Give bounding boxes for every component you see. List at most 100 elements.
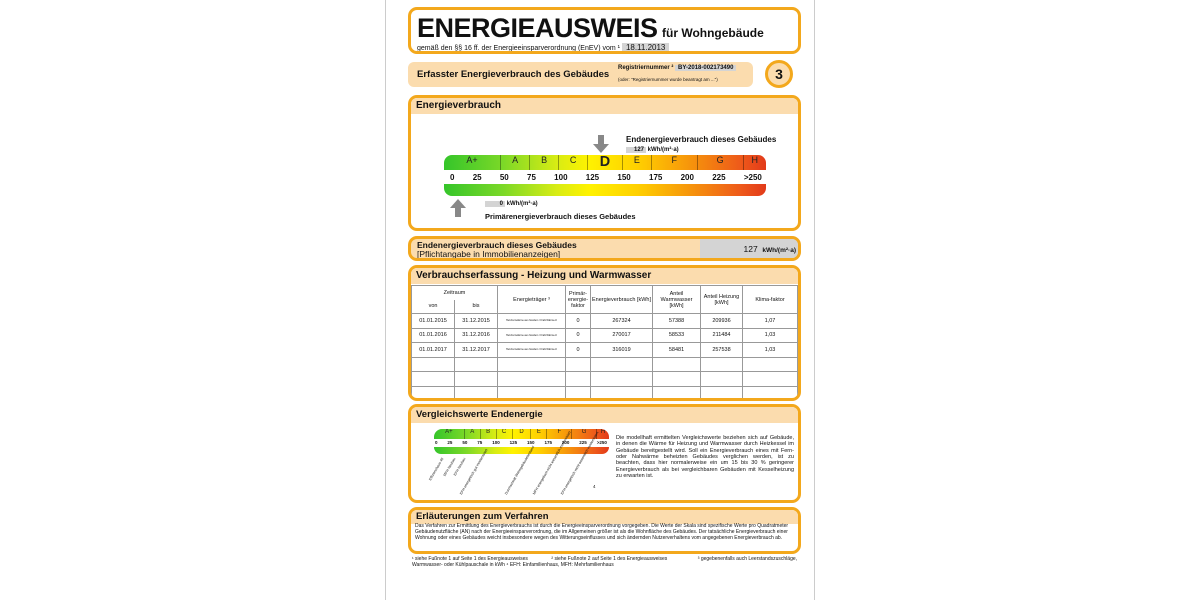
- cell-verbrauch: [590, 356, 653, 372]
- endenergie-unit: kWh/(m²·a): [762, 247, 796, 254]
- cell-bis: 31.12.2016: [454, 327, 498, 343]
- class-B: B: [530, 155, 560, 170]
- cell-primaer: 0: [565, 342, 591, 358]
- footnote-2: ² siehe Fußnote 2 auf Seite 1 des Energi…: [551, 556, 668, 562]
- comparison-gradient: [434, 447, 609, 454]
- cell-warmwasser: 58533: [652, 327, 701, 343]
- erlaeuterungen-text: Das Verfahren zur Ermittlung des Energie…: [415, 523, 789, 541]
- cell-klima: [742, 371, 798, 387]
- tick-label: 125: [509, 440, 518, 445]
- footnotes: ¹ siehe Fußnote 1 auf Seite 1 des Energi…: [412, 556, 802, 568]
- primary-energy-label: Primärenergieverbrauch dieses Gebäudes: [485, 212, 636, 221]
- comparison-text: Die modellhaft ermittelten Vergleichswer…: [616, 435, 794, 479]
- cell-warmwasser: [652, 371, 701, 387]
- class-H: H: [600, 429, 606, 435]
- col-verbrauch: Energieverbrauch [kWh]: [590, 285, 653, 314]
- tick-label: 225: [579, 440, 587, 445]
- reference-label: Durchschnitt Wohngebäudebestand: [504, 445, 536, 496]
- class-C: C: [559, 155, 589, 170]
- tick-label: 0: [450, 173, 455, 182]
- tick-label: 75: [527, 173, 536, 182]
- class-E: E: [531, 429, 548, 439]
- col-klima: Klima-faktor: [742, 285, 798, 314]
- cell-heizung: [700, 356, 743, 372]
- comparison-scale: A+ A B C D E F G H: [434, 429, 609, 439]
- vergleich-title: Vergleichswerte Endenergie: [411, 407, 798, 423]
- registration-label: Registriernummer ²: [618, 65, 674, 71]
- cell-bis: [454, 371, 498, 387]
- cell-traeger: Heil-Fernwärme aus fossilem / Kraft-Wärm…: [497, 327, 566, 343]
- document-subtitle: für Wohngebäude: [662, 26, 764, 40]
- primary-energy-unit: kWh/(m²·a): [506, 201, 538, 207]
- cell-primaer: [565, 356, 591, 372]
- footnote-4: ⁴ EFH: Einfamilienhaus, MFH: Mehrfamilie…: [506, 561, 614, 568]
- cell-von: [411, 371, 455, 387]
- class-F: F: [652, 155, 698, 170]
- footnote-1: ¹ siehe Fußnote 1 auf Seite 1 des Energi…: [412, 556, 528, 562]
- cell-traeger: [497, 385, 566, 398]
- cell-verbrauch: 270017: [590, 327, 653, 343]
- class-D: D: [588, 155, 623, 170]
- class-C: C: [497, 429, 513, 439]
- verbrauch-title: Verbrauchserfassung - Heizung und Warmwa…: [411, 268, 798, 284]
- cell-heizung: 209936: [700, 313, 743, 329]
- registration-note: (oder: "Registriernummer wurde beantragt…: [618, 77, 718, 82]
- cell-primaer: [565, 385, 591, 398]
- tick-label: 200: [680, 173, 694, 182]
- document-page: ENERGIEAUSWEIS für Wohngebäude gemäß den…: [385, 0, 815, 600]
- cell-klima: [742, 385, 798, 398]
- class-Aplus: A+: [434, 429, 465, 439]
- footnote-3: ³ gegebenenfalls auch Leerstandszuschläg…: [412, 556, 798, 568]
- cell-verbrauch: [590, 371, 653, 387]
- col-traeger: Energieträger ³: [497, 285, 566, 314]
- arrow-up-shaft: [455, 207, 461, 217]
- cell-klima: 1,07: [742, 313, 798, 329]
- class-B: B: [481, 429, 497, 439]
- cell-von: [411, 356, 455, 372]
- cell-heizung: 211484: [700, 327, 743, 343]
- cell-heizung: 257538: [700, 342, 743, 358]
- tick-label: 200: [561, 440, 570, 445]
- cell-traeger: [497, 356, 566, 372]
- class-H: H: [751, 155, 759, 165]
- cell-bis: [454, 385, 498, 398]
- col-primaer: Primär-energie-faktor: [565, 285, 591, 314]
- tick-label: 50: [462, 440, 468, 445]
- cell-bis: 31.12.2015: [454, 313, 498, 329]
- cell-von: [411, 385, 455, 398]
- table-row: 01.01.2017 31.12.2017 Heil-Fernwärme aus f…: [411, 342, 798, 358]
- energieverbrauch-box: Energieverbrauch Endenergieverbrauch die…: [408, 95, 801, 231]
- registration-band: Erfasster Energieverbrauch des Gebäudes …: [408, 62, 753, 87]
- end-energy-unit: kWh/(m²·a): [647, 147, 679, 153]
- col-heizung: Anteil Heizung [kWh]: [700, 285, 743, 314]
- cell-traeger: Heil-Fernwärme aus fossilem / Kraft-Wärm…: [497, 313, 566, 329]
- endenergie-title: Endenergieverbrauch dieses Gebäudes: [417, 240, 577, 250]
- endenergie-box: Endenergieverbrauch dieses Gebäudes [Pfl…: [408, 236, 801, 261]
- legal-basis: gemäß den §§ 16 ff. der Energieeinsparve…: [417, 45, 620, 52]
- arrow-down-icon: [593, 144, 609, 153]
- cell-primaer: 0: [565, 327, 591, 343]
- table-row: [411, 371, 798, 387]
- tick-label: 175: [649, 173, 663, 182]
- reference-label: MFH energetisch nicht wesentlich moderni…: [532, 430, 572, 496]
- tick-label: 225: [712, 173, 726, 182]
- tick-label: >250: [596, 440, 607, 445]
- tick-label: 100: [492, 440, 500, 445]
- cell-klima: 1,03: [742, 342, 798, 358]
- arrow-down-shaft: [598, 135, 604, 145]
- cell-verbrauch: 267324: [590, 313, 653, 329]
- col-von: von: [411, 299, 455, 314]
- erlaeuterungen-box: Erläuterungen zum Verfahren Das Verfahre…: [408, 507, 801, 554]
- consumption-table: Zeitraum Energieträger ³ Primär-energie-…: [411, 285, 798, 398]
- table-row: [411, 356, 798, 372]
- tick-label: 150: [527, 440, 535, 445]
- end-energy-value: 127: [626, 147, 646, 153]
- erlaeuterungen-title: Erläuterungen zum Verfahren: [411, 510, 798, 524]
- vergleich-box: Vergleichswerte Endenergie A+ A B C D E F G H 0 2…: [408, 404, 801, 503]
- class-F: F: [547, 429, 573, 439]
- col-warmwasser: Anteil Warmwasser [kWh]: [652, 285, 701, 314]
- col-bis: bis: [454, 299, 498, 314]
- table-row: 01.01.2016 31.12.2016 Heil-Fernwärme aus f…: [411, 327, 798, 343]
- tick-label: 25: [447, 440, 453, 445]
- cell-heizung: [700, 385, 743, 398]
